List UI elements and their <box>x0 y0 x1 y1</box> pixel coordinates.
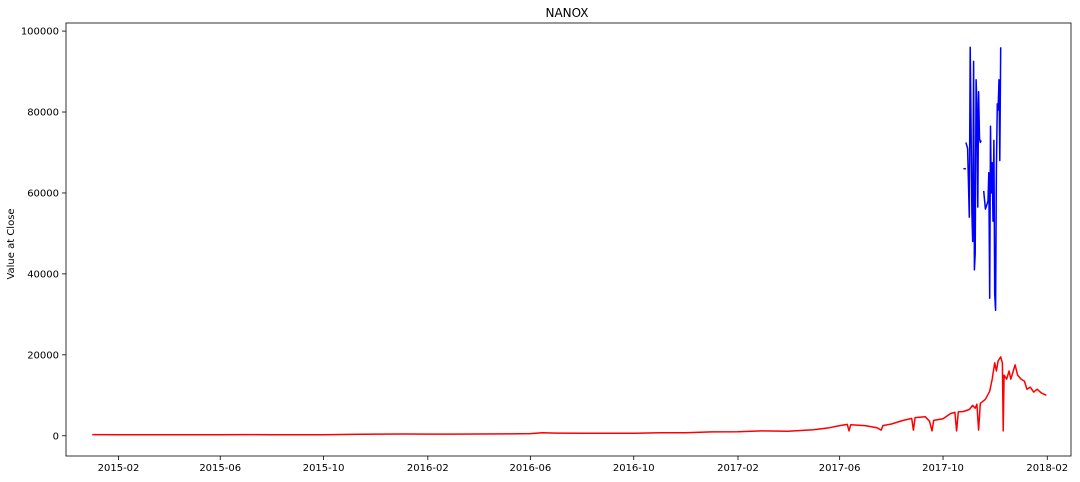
y-axis: 0 20000 40000 60000 80000 100000 <box>21 27 66 442</box>
x-tick-label: 2017-06 <box>819 463 861 474</box>
y-tick-label: 40000 <box>27 269 59 280</box>
plot-area <box>92 46 1047 436</box>
series-line-blue <box>982 47 1002 312</box>
y-tick-label: 20000 <box>27 350 59 361</box>
x-tick-label: 2015-06 <box>199 463 241 474</box>
chart-title: NANOX <box>545 6 588 20</box>
x-axis: 2015-02 2015-06 2015-10 2016-02 2016-06 2016-… <box>98 456 1068 474</box>
x-tick-label: 2016-10 <box>613 463 655 474</box>
x-tick-label: 2016-02 <box>407 463 449 474</box>
x-tick-label: 2015-10 <box>303 463 345 474</box>
y-tick-label: 100000 <box>21 27 59 38</box>
y-tick-label: 0 <box>53 431 59 442</box>
plot-frame <box>65 22 1072 457</box>
x-tick-label: 2018-02 <box>1026 463 1068 474</box>
series-line-red <box>92 356 1047 436</box>
x-tick-label: 2015-02 <box>98 463 140 474</box>
series-line-blue <box>965 46 982 271</box>
x-tick-label: 2016-06 <box>509 463 551 474</box>
y-tick-label: 80000 <box>27 108 59 119</box>
y-axis-label: Value at Close <box>6 208 17 279</box>
y-tick-label: 60000 <box>27 188 59 199</box>
x-tick-label: 2017-02 <box>717 463 759 474</box>
x-tick-label: 2017-10 <box>922 463 964 474</box>
